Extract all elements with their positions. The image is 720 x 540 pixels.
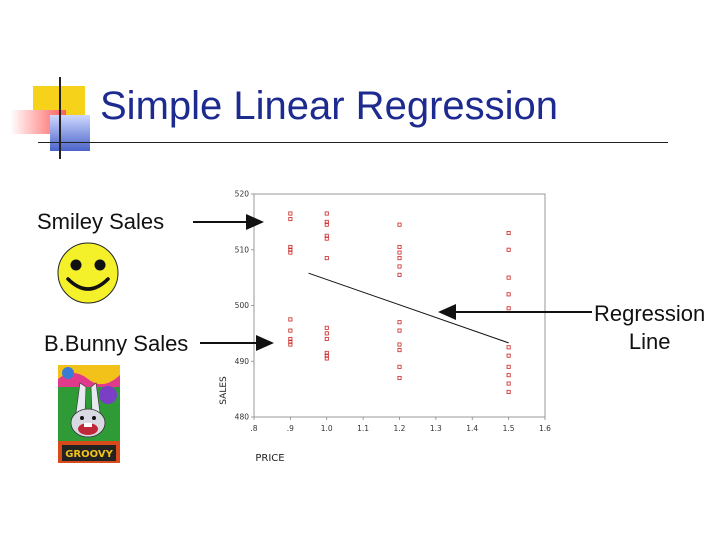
data-point (506, 373, 511, 378)
data-point (288, 244, 293, 249)
data-point (397, 244, 402, 249)
x-tick-label: .9 (287, 424, 294, 433)
data-point (506, 353, 511, 358)
data-point (506, 292, 511, 297)
data-point (506, 275, 511, 280)
accent-square-blue (50, 115, 90, 151)
accent-vertical-line (59, 77, 61, 159)
y-tick-label: 480 (235, 413, 250, 422)
regression-label-line1: Regression (594, 301, 706, 326)
data-point (288, 211, 293, 216)
x-tick-label: .8 (250, 424, 257, 433)
data-point (397, 222, 402, 227)
x-tick-label: 1.2 (394, 424, 406, 433)
data-point (506, 345, 511, 350)
data-point (288, 317, 293, 322)
data-point (397, 272, 402, 277)
data-point (324, 331, 329, 336)
data-point (288, 339, 293, 344)
data-point (288, 217, 293, 222)
data-point (324, 256, 329, 261)
data-point (288, 250, 293, 255)
smiley-face-icon (57, 242, 119, 304)
data-point (397, 250, 402, 255)
scatter-chart: 480 490 500 510 520 .8 .9 1.0 1.1 1.2 1.3 1.4 1.5 1.6… (219, 190, 551, 465)
data-point (397, 328, 402, 333)
data-point (288, 342, 293, 347)
data-point (288, 336, 293, 341)
x-tick-label: 1.5 (503, 424, 515, 433)
data-point (506, 381, 511, 386)
title-underline (38, 142, 668, 143)
data-point (506, 231, 511, 236)
y-axis-label: SALES (219, 376, 229, 405)
data-point (324, 219, 329, 224)
x-tick-label: 1.3 (430, 424, 442, 433)
data-point (288, 328, 293, 333)
y-tick-label: 510 (235, 245, 250, 254)
bugs-bunny-card-image: GROOVY (58, 365, 120, 463)
data-point (324, 353, 329, 358)
data-point (324, 222, 329, 227)
data-point (324, 236, 329, 241)
slide-title: Simple Linear Regression (100, 84, 559, 128)
data-point (397, 348, 402, 353)
data-point (397, 256, 402, 261)
data-point (288, 247, 293, 252)
data-point (324, 325, 329, 330)
regression-line (308, 272, 509, 344)
x-tick-label: 1.1 (357, 424, 369, 433)
x-tick-label: 1.4 (466, 424, 478, 433)
data-point (324, 336, 329, 341)
data-point (506, 306, 511, 311)
y-tick-label: 500 (235, 301, 250, 310)
bunny-card-text: GROOVY (65, 449, 113, 460)
x-tick-label: 1.6 (539, 424, 551, 433)
smiley-sales-label: Smiley Sales (37, 209, 165, 234)
data-point (324, 350, 329, 355)
data-point (397, 320, 402, 325)
y-tick-label: 490 (235, 357, 250, 366)
data-point (324, 211, 329, 216)
bunny-sales-label: B.Bunny Sales (44, 331, 189, 356)
data-point (397, 264, 402, 269)
data-point (506, 247, 511, 252)
data-point (506, 364, 511, 369)
data-point (506, 389, 511, 394)
regression-line-label: Regression Line (594, 300, 705, 356)
x-axis-label: PRICE (255, 453, 284, 464)
data-point (397, 364, 402, 369)
data-point (324, 356, 329, 361)
regression-label-line2: Line (628, 329, 671, 354)
y-tick-label: 520 (235, 190, 250, 199)
x-tick-label: 1.0 (321, 424, 333, 433)
data-point (397, 375, 402, 380)
data-point (397, 342, 402, 347)
data-point (324, 233, 329, 238)
